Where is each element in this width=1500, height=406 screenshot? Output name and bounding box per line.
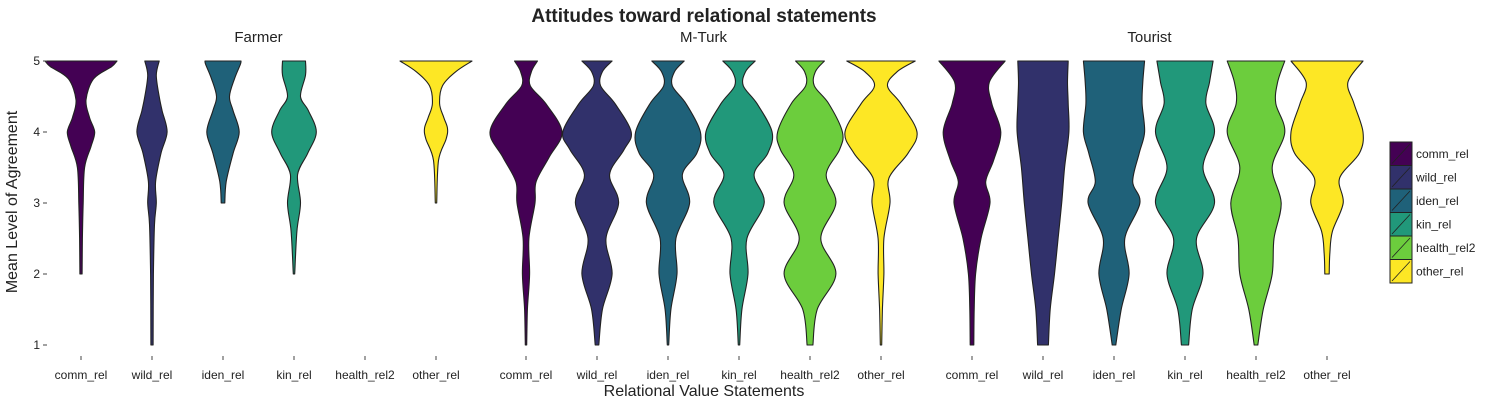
y-axis: 1 2 3 4 5 — [33, 54, 47, 352]
legend-key-wild-rel: wild_rel — [1389, 165, 1457, 190]
legend-label: health_rel2 — [1416, 241, 1476, 255]
panel-farmer: Farmer comm_rel wild_rel iden_rel kin_rel hea… — [44, 29, 473, 382]
legend-label: kin_rel — [1416, 217, 1451, 231]
x-tick-label: comm_rel — [946, 368, 999, 382]
violin-m-turk-iden-rel — [634, 60, 702, 346]
legend-label: other_rel — [1416, 264, 1463, 278]
x-tick-label: kin_rel — [276, 368, 311, 382]
violin-m-turk-wild-rel — [561, 60, 633, 346]
y-tick-label: 5 — [33, 54, 40, 68]
legend-swatch-diagonal — [1391, 237, 1411, 258]
violin-tourist-wild-rel — [1016, 60, 1070, 346]
violin-farmer-wild-rel — [136, 60, 168, 346]
y-tick-label: 1 — [33, 338, 40, 352]
x-tick-label: iden_rel — [647, 368, 690, 382]
legend-swatch-diagonal — [1391, 261, 1411, 282]
x-tick-label: iden_rel — [1093, 368, 1136, 382]
violin-m-turk-other-rel — [844, 60, 918, 346]
panel-tourist: Tourist comm_rel wild_rel iden_rel kin_rel he… — [938, 29, 1364, 382]
violin-m-turk-health-rel2 — [776, 60, 844, 346]
violin-m-turk-comm-rel — [489, 60, 563, 346]
x-tick-label: wild_rel — [1022, 368, 1064, 382]
y-tick-label: 4 — [33, 125, 40, 139]
legend-key-comm-rel: comm_rel — [1389, 141, 1469, 166]
x-tick-label: other_rel — [857, 368, 904, 382]
x-tick-label: comm_rel — [500, 368, 553, 382]
x-tick-label: kin_rel — [1167, 368, 1202, 382]
violin-m-turk-kin-rel — [704, 60, 774, 346]
panel-strip-label: Tourist — [1127, 29, 1172, 46]
legend-key-kin-rel: kin_rel — [1389, 212, 1451, 237]
violin-farmer-kin-rel — [271, 60, 317, 275]
x-axis-title: Relational Value Statements — [604, 383, 805, 400]
x-tick-label: iden_rel — [202, 368, 245, 382]
legend-label: iden_rel — [1416, 194, 1459, 208]
violin-farmer-comm-rel — [44, 60, 118, 275]
panel-strip-label: M-Turk — [680, 29, 727, 46]
legend-label: comm_rel — [1416, 147, 1469, 161]
x-tick-label: wild_rel — [131, 368, 173, 382]
chart-title: Attitudes toward relational statements — [531, 6, 876, 27]
x-tick-label: kin_rel — [721, 368, 756, 382]
legend: comm_rel wild_rel iden_rel kin_rel health_re… — [1389, 141, 1476, 284]
x-tick-label: health_rel2 — [1226, 368, 1286, 382]
legend-swatch-diagonal — [1391, 190, 1411, 211]
x-tick-label: comm_rel — [55, 368, 108, 382]
x-tick-label: health_rel2 — [335, 368, 395, 382]
legend-swatch-diagonal — [1391, 143, 1411, 164]
y-axis-title: Mean Level of Agreement — [4, 110, 21, 293]
x-tick-label: other_rel — [412, 368, 459, 382]
violin-tourist-iden-rel — [1082, 60, 1146, 346]
violin-tourist-comm-rel — [938, 60, 1006, 346]
violin-tourist-health-rel2 — [1226, 60, 1286, 346]
panel-m-turk: M-Turk comm_rel wild_rel iden_rel kin_rel hea… — [489, 29, 918, 382]
violin-tourist-other-rel — [1290, 60, 1364, 275]
y-tick-label: 3 — [33, 196, 40, 210]
violin-farmer-other-rel — [399, 60, 473, 204]
violin-tourist-kin-rel — [1154, 60, 1216, 346]
legend-key-other-rel: other_rel — [1389, 259, 1463, 284]
legend-swatch-diagonal — [1391, 214, 1411, 235]
legend-label: wild_rel — [1415, 170, 1457, 184]
x-tick-label: other_rel — [1303, 368, 1350, 382]
panels: Farmer comm_rel wild_rel iden_rel kin_rel hea… — [44, 29, 1364, 382]
x-tick-label: wild_rel — [576, 368, 618, 382]
y-tick-label: 2 — [33, 267, 40, 281]
violin-farmer-iden-rel — [204, 60, 242, 204]
legend-key-iden-rel: iden_rel — [1389, 188, 1459, 213]
legend-key-health-rel2: health_rel2 — [1389, 235, 1476, 260]
x-tick-label: health_rel2 — [780, 368, 840, 382]
legend-swatch-diagonal — [1391, 167, 1411, 188]
panel-strip-label: Farmer — [234, 29, 282, 46]
